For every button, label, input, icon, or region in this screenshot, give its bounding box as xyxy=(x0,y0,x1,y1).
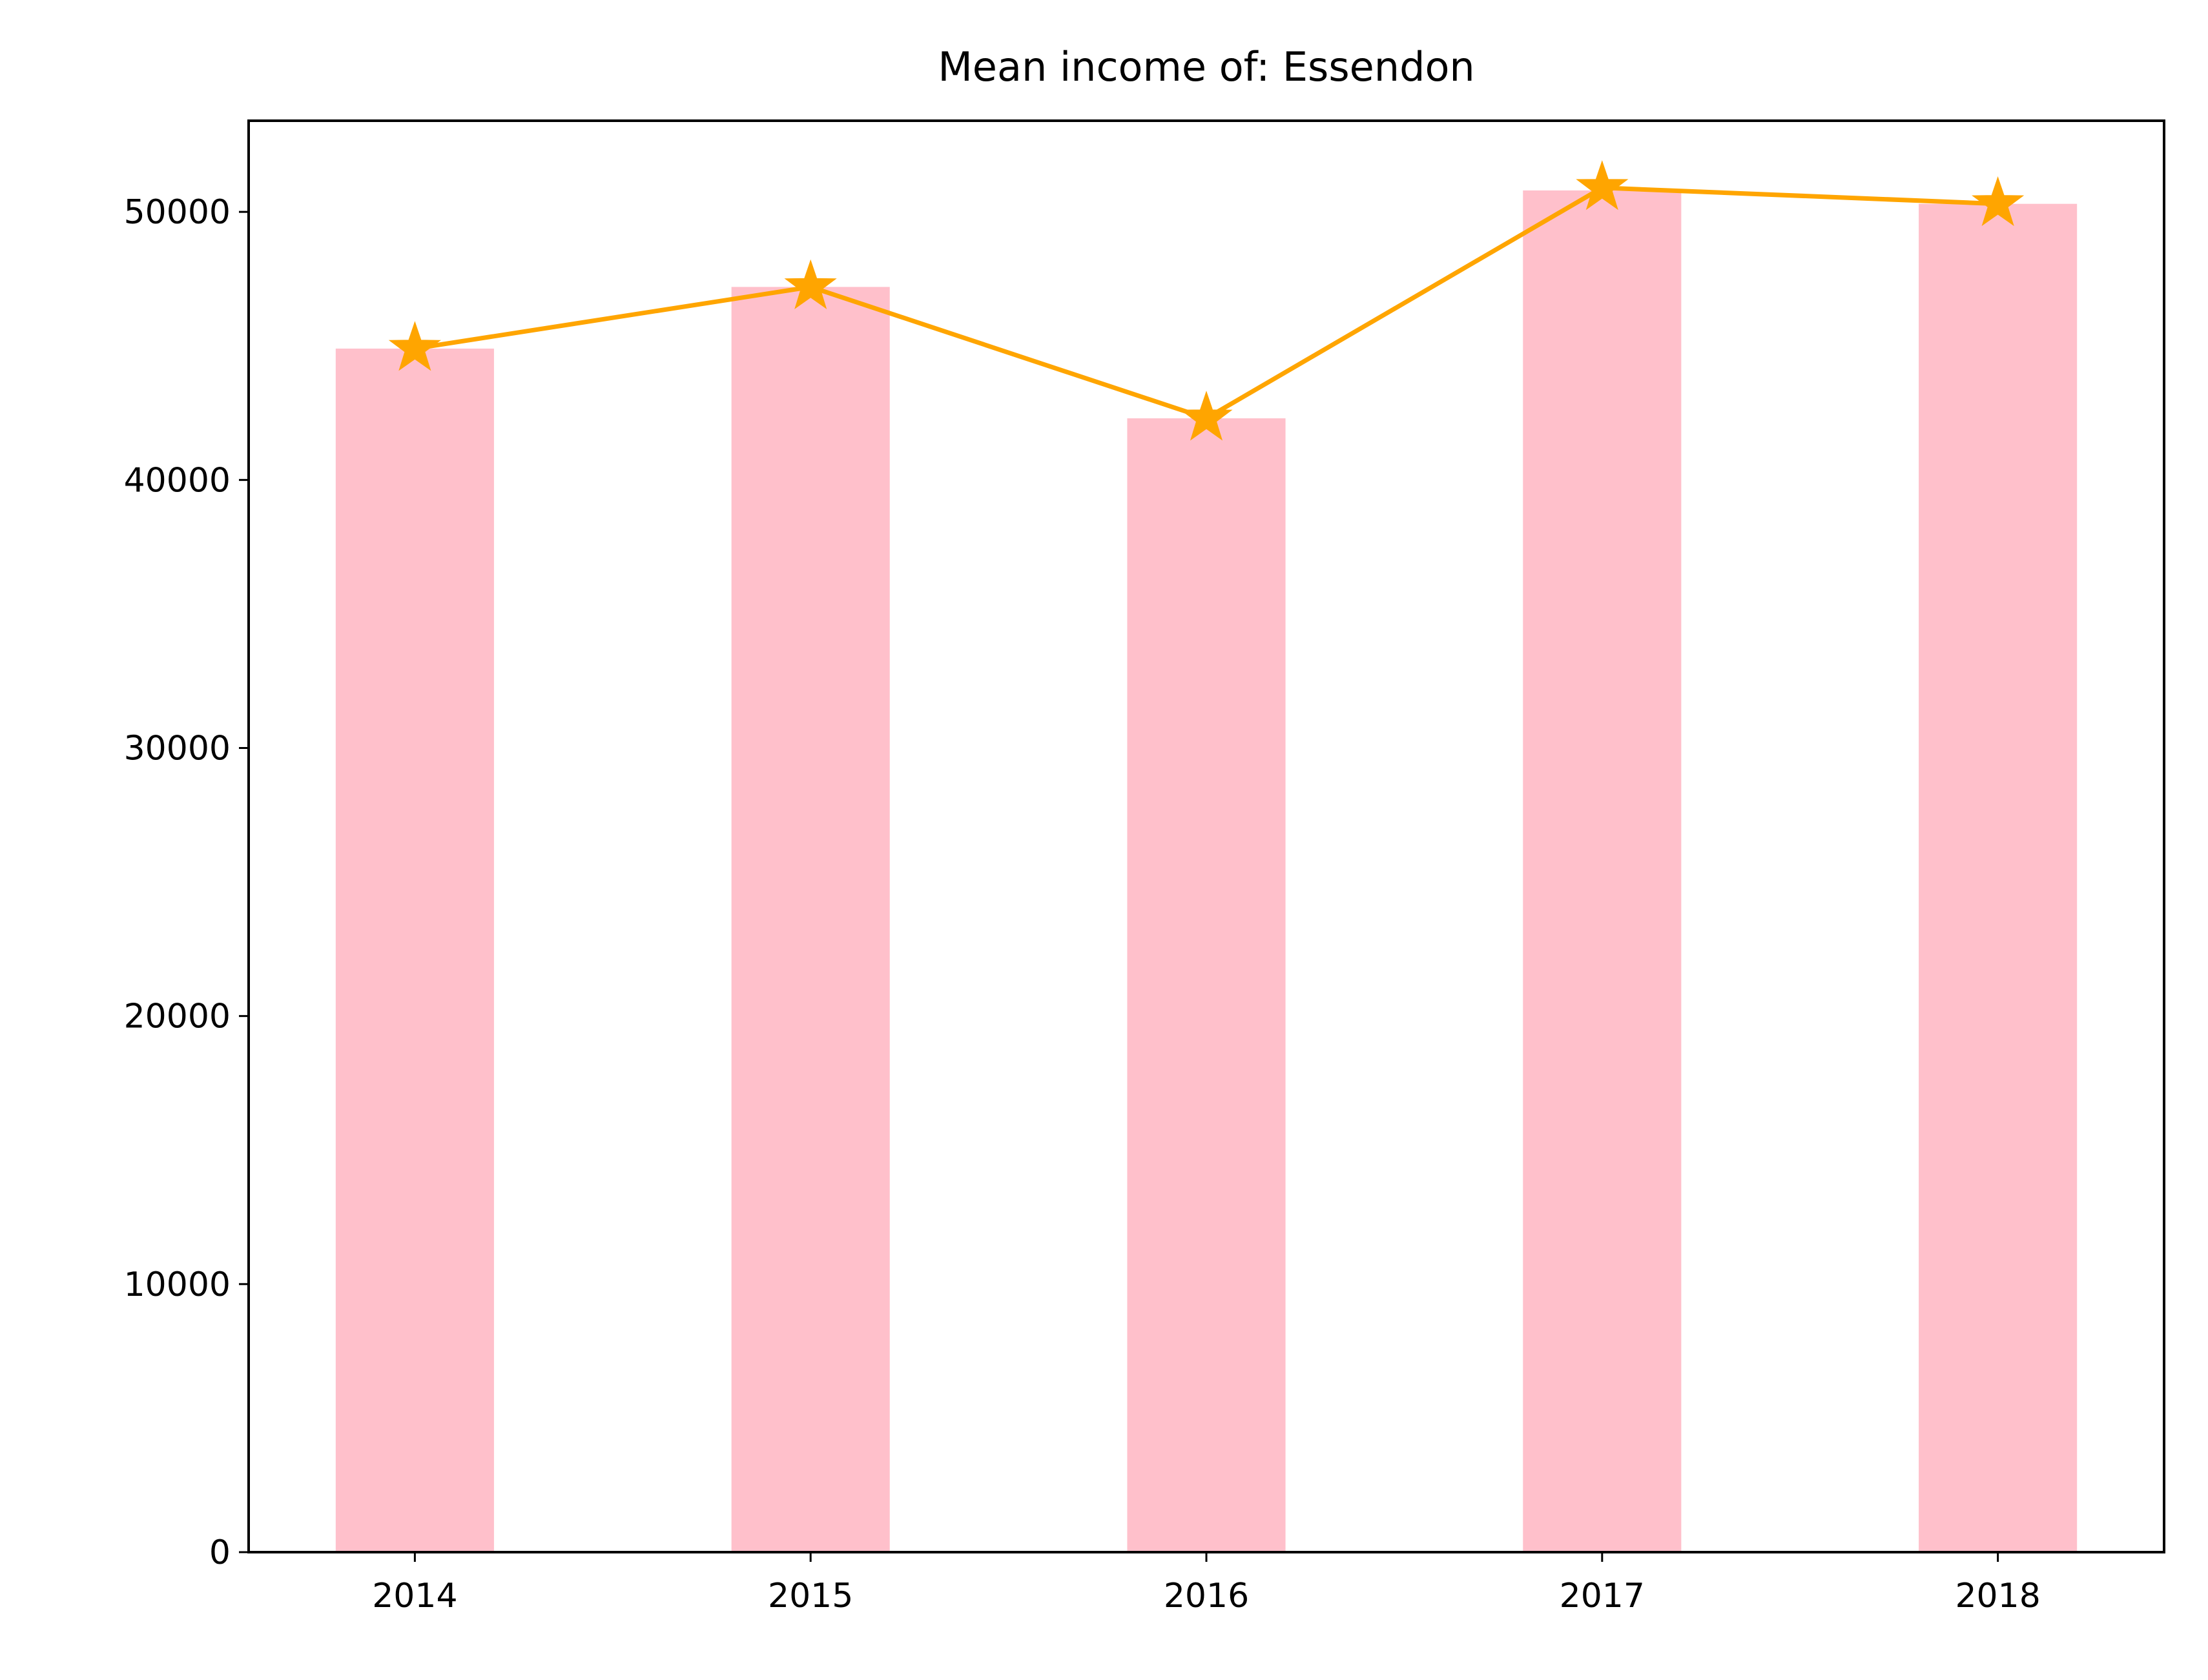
y-axis: 0 10000 20000 30000 40000 50000 xyxy=(124,193,249,1572)
y-tick-label: 30000 xyxy=(124,729,231,768)
bar-2018 xyxy=(1919,203,2078,1553)
x-axis: 2014 2015 2016 2017 2018 xyxy=(372,1552,2041,1615)
bar-2014 xyxy=(335,348,494,1552)
x-tick-label: 2018 xyxy=(1955,1577,2040,1615)
point-2017 xyxy=(1576,160,1629,210)
bar-2015 xyxy=(731,287,890,1552)
y-tick-label: 10000 xyxy=(124,1265,231,1304)
line-series xyxy=(388,160,2025,441)
x-tick-label: 2017 xyxy=(1560,1577,1645,1615)
x-tick-label: 2015 xyxy=(768,1577,853,1615)
y-tick-label: 20000 xyxy=(124,998,231,1036)
bar-2016 xyxy=(1127,418,1286,1552)
point-2018 xyxy=(1972,176,2025,227)
y-tick-label: 40000 xyxy=(124,461,231,500)
point-2016 xyxy=(1180,391,1233,441)
chart-title: Mean income of: Essendon xyxy=(938,43,1474,90)
bar-2017 xyxy=(1523,190,1682,1552)
x-tick-label: 2014 xyxy=(372,1577,457,1615)
series-line xyxy=(412,185,2001,421)
x-tick-label: 2016 xyxy=(1164,1577,1249,1615)
y-tick-label: 0 xyxy=(209,1533,231,1572)
bar-series xyxy=(335,190,2078,1553)
point-2014 xyxy=(388,321,441,371)
plot-frame xyxy=(247,119,2165,1553)
y-tick-label: 50000 xyxy=(124,193,231,232)
point-2015 xyxy=(784,259,837,309)
